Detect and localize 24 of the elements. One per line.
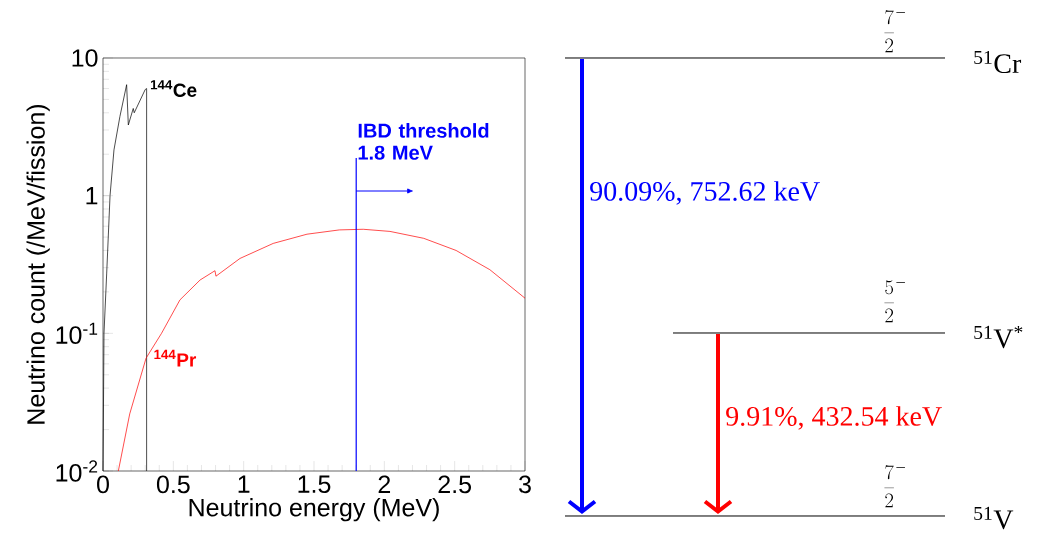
text: 9.91%, 432.54 keV bbox=[726, 406, 942, 430]
text: $\frac{5}{2}^{-}$ bbox=[884, 280, 906, 323]
text: 90.09%, 752.62 keV bbox=[590, 181, 820, 205]
y-tick-label: 10 bbox=[72, 49, 98, 67]
series-label: $^{144}$Ce bbox=[150, 80, 197, 97]
text: $\frac{7}{2}^{-}$ bbox=[884, 465, 906, 508]
text: $\frac{7}{2}^{-}$ bbox=[884, 10, 906, 53]
text: $^{51}$V bbox=[974, 506, 1014, 530]
x-axis-title: Neutrino energy (MeV) bbox=[189, 498, 439, 522]
y-tick-label: 1 bbox=[86, 187, 98, 205]
series-label: $^{144}$Pr bbox=[154, 349, 197, 367]
x-tick-label: 0.5 bbox=[156, 475, 190, 494]
x-tick-label: 3 bbox=[519, 475, 531, 494]
x-tick-label: 2 bbox=[378, 475, 391, 493]
y-tick-label: 10$^{-1}$ bbox=[56, 322, 98, 344]
text: $^{51}$V$^{*}$ bbox=[974, 325, 1023, 349]
x-tick-label: 1.5 bbox=[298, 475, 331, 493]
text: $^{51}$Cr bbox=[974, 50, 1022, 74]
x-tick-label: 1 bbox=[238, 475, 250, 493]
x-tick-label: 2.5 bbox=[438, 475, 471, 494]
y-tick-label: 10$^{-2}$ bbox=[56, 460, 98, 482]
ref-line-label: IBD threshold 1.8 MeV bbox=[358, 123, 489, 160]
y-axis-title: Neutrino count (/MeV/fission) bbox=[26, 104, 50, 424]
x-tick-label: 0 bbox=[97, 475, 109, 494]
